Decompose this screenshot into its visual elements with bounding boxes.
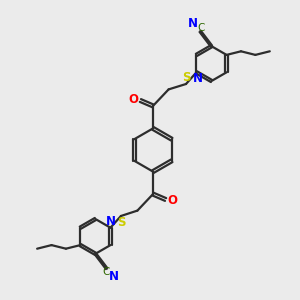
Text: C: C: [103, 267, 110, 277]
Text: C: C: [197, 23, 204, 33]
Text: O: O: [167, 194, 177, 208]
Text: N: N: [193, 72, 203, 86]
Text: N: N: [106, 214, 116, 228]
Text: O: O: [129, 92, 139, 106]
Text: N: N: [188, 17, 198, 30]
Text: S: S: [117, 216, 125, 229]
Text: N: N: [109, 270, 119, 283]
Text: S: S: [182, 71, 190, 84]
